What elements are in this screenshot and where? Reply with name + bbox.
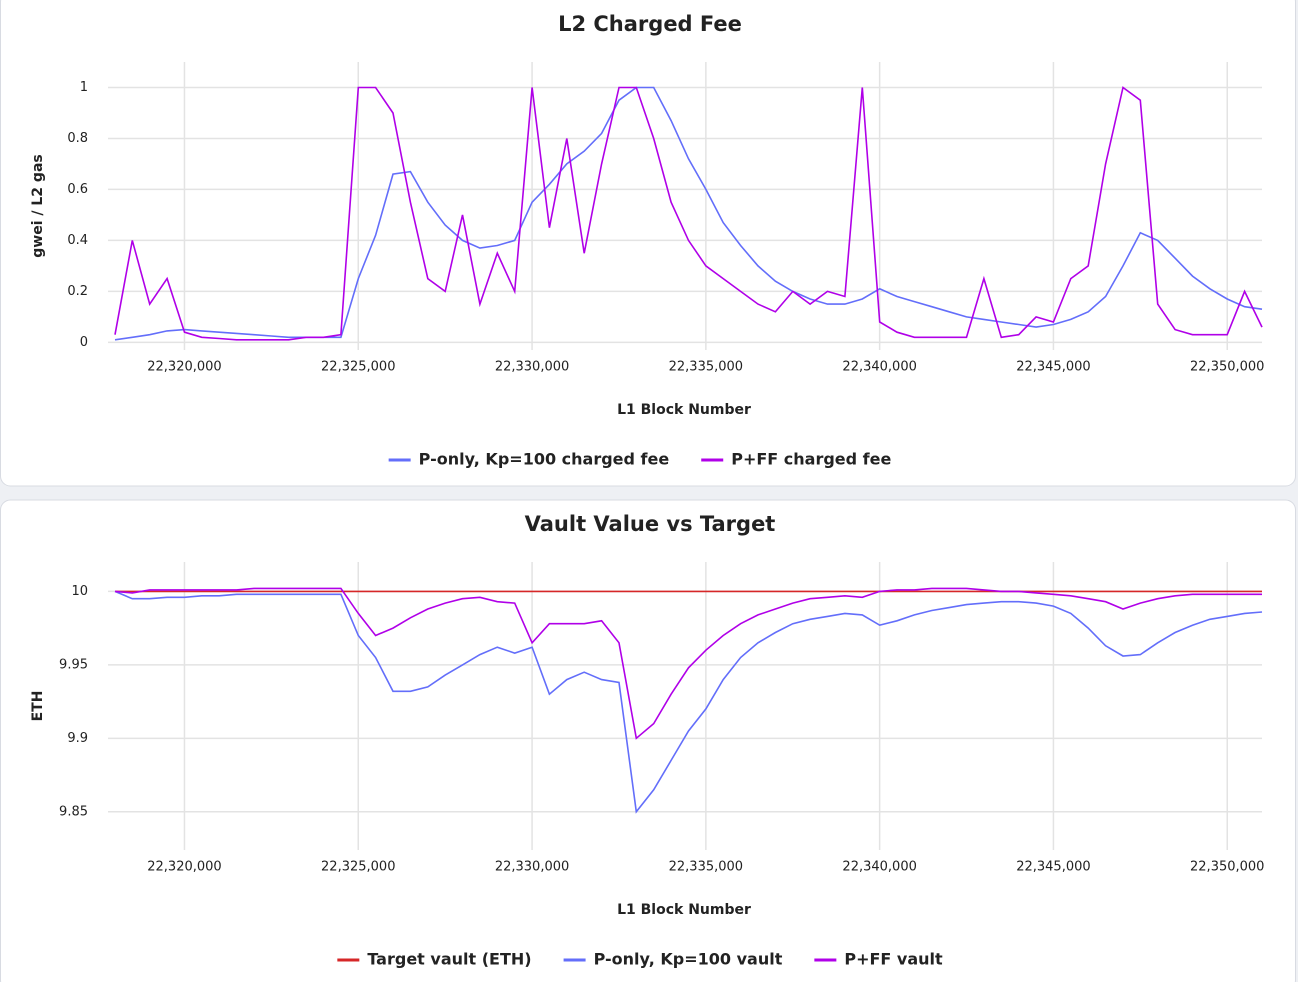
series-line (114, 587, 1262, 740)
x-tick-label: 22,340,000 (842, 860, 916, 875)
x-tick-label: 22,330,000 (495, 360, 569, 375)
x-tick-label: 22,320,000 (147, 360, 221, 375)
x-axis-title: L1 Block Number (617, 902, 751, 918)
x-tick-label: 22,350,000 (1190, 360, 1264, 375)
x-tick-label: 22,320,000 (147, 860, 221, 875)
x-tick-label: 22,340,000 (842, 360, 916, 375)
y-tick-label: 0 (80, 335, 88, 350)
y-tick-label: 9.85 (59, 804, 88, 819)
x-tick-label: 22,335,000 (669, 360, 743, 375)
legend-text: P+FF charged fee (731, 450, 891, 469)
y-axis-title: gwei / L2 gas (30, 154, 46, 257)
x-tick-label: 22,325,000 (321, 860, 395, 875)
series-line (114, 590, 1263, 814)
card (0, 0, 1296, 487)
y-axis-title: ETH (30, 691, 46, 722)
chart-title: Vault Value vs Target (525, 512, 776, 536)
y-tick-label: 0.2 (67, 284, 88, 299)
y-tick-label: 1 (80, 80, 88, 95)
x-tick-label: 22,325,000 (321, 360, 395, 375)
x-axis-title: L1 Block Number (617, 402, 751, 418)
legend-text: P+FF vault (844, 950, 943, 969)
y-tick-label: 0.6 (67, 182, 88, 197)
chart-title: L2 Charged Fee (558, 12, 742, 36)
y-tick-label: 0.8 (67, 131, 88, 146)
legend-text: Target vault (ETH) (367, 950, 531, 969)
x-tick-label: 22,345,000 (1016, 860, 1090, 875)
x-tick-label: 22,350,000 (1190, 860, 1264, 875)
y-tick-label: 0.4 (67, 233, 88, 248)
card (0, 499, 1296, 982)
legend-text: P-only, Kp=100 vault (594, 950, 783, 969)
x-tick-label: 22,335,000 (669, 860, 743, 875)
y-tick-label: 9.9 (67, 731, 88, 746)
y-tick-label: 9.95 (59, 657, 88, 672)
legend-text: P-only, Kp=100 charged fee (419, 450, 670, 469)
x-tick-label: 22,345,000 (1016, 360, 1090, 375)
y-tick-label: 10 (71, 584, 88, 599)
series-line (114, 86, 1263, 341)
x-tick-label: 22,330,000 (495, 860, 569, 875)
